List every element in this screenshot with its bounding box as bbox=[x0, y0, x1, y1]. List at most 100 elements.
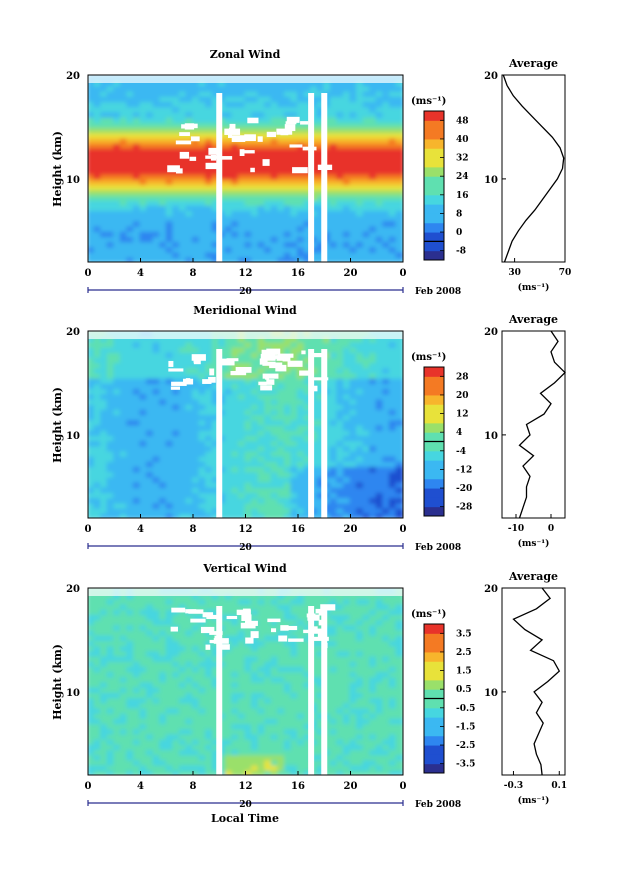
heatmap-cell bbox=[119, 423, 129, 431]
heatmap-cell bbox=[395, 680, 403, 688]
heatmap-cell bbox=[310, 701, 319, 709]
heatmap-cell bbox=[329, 105, 339, 113]
heatmap-cell bbox=[100, 511, 109, 518]
heatmap-cell bbox=[198, 675, 208, 683]
heatmap-cell bbox=[152, 465, 162, 473]
heatmap-cell bbox=[119, 151, 129, 160]
heatmap-cell bbox=[172, 737, 181, 745]
heatmap-cell bbox=[146, 99, 155, 108]
heatmap-cell bbox=[185, 706, 194, 714]
heatmap-cell bbox=[283, 742, 293, 751]
average-frame bbox=[501, 330, 566, 519]
heatmap-cell bbox=[211, 381, 221, 390]
heatmap-cell bbox=[283, 628, 293, 636]
heatmap-cell bbox=[205, 131, 214, 139]
heatmap-cell bbox=[297, 376, 306, 384]
heatmap-cell bbox=[231, 84, 240, 92]
heatmap-cell bbox=[132, 245, 142, 253]
heatmap-cell bbox=[349, 753, 359, 761]
heatmap-cell bbox=[192, 340, 201, 348]
heatmap-cell bbox=[369, 768, 378, 775]
heatmap-cell bbox=[316, 136, 326, 144]
heatmap-cell bbox=[290, 716, 299, 725]
heatmap-cell bbox=[119, 219, 129, 227]
heatmap-cell bbox=[218, 214, 227, 222]
heatmap-cell bbox=[211, 376, 221, 384]
heatmap-cell bbox=[369, 151, 378, 160]
heatmap-cell bbox=[100, 235, 109, 243]
heatmap-cell bbox=[257, 654, 267, 662]
heatmap-cell bbox=[382, 680, 391, 688]
heatmap-cell bbox=[231, 496, 240, 504]
heatmap-cell bbox=[316, 214, 326, 222]
heatmap-cell bbox=[152, 680, 162, 688]
heatmap-cell bbox=[152, 371, 162, 379]
heatmap-cell bbox=[126, 638, 135, 647]
heatmap-cell bbox=[88, 644, 96, 652]
heatmap-cell bbox=[88, 732, 96, 740]
heatmap-cell bbox=[297, 146, 306, 154]
heatmap-cell bbox=[342, 459, 352, 468]
heatmap-cell bbox=[237, 407, 247, 416]
heatmap-cell bbox=[382, 115, 391, 123]
heatmap-cell bbox=[356, 449, 365, 457]
heatmap-cell bbox=[369, 141, 378, 149]
heatmap-cell bbox=[277, 110, 286, 118]
heatmap-cell bbox=[356, 94, 365, 102]
heatmap-cell bbox=[251, 496, 260, 504]
heatmap-cell bbox=[382, 355, 391, 364]
heatmap-cell bbox=[132, 465, 142, 473]
heatmap-cell bbox=[139, 711, 149, 719]
heatmap-cell bbox=[395, 732, 403, 740]
heatmap-cell bbox=[395, 433, 403, 442]
heatmap-cell bbox=[88, 350, 96, 358]
heatmap-cell bbox=[362, 214, 372, 222]
date-bar: 20 bbox=[87, 543, 404, 553]
heatmap-cell bbox=[316, 649, 326, 657]
heatmap-cell bbox=[88, 449, 96, 457]
heatmap-cell bbox=[316, 685, 326, 693]
heatmap-cell bbox=[237, 454, 247, 462]
heatmap-cell bbox=[395, 366, 403, 374]
heatmap-cell bbox=[159, 162, 168, 170]
heatmap-cell bbox=[237, 177, 247, 186]
heatmap-cell bbox=[316, 381, 326, 390]
heatmap-cell bbox=[395, 675, 403, 683]
heatmap-cell bbox=[152, 659, 162, 667]
heatmap-cell bbox=[270, 141, 280, 149]
heatmap-cell bbox=[369, 439, 378, 447]
heatmap-cell bbox=[310, 748, 319, 756]
heatmap-cell bbox=[93, 162, 103, 170]
heatmap-cell bbox=[277, 229, 286, 238]
heatmap-cell bbox=[192, 183, 201, 191]
heatmap-cell bbox=[336, 397, 345, 405]
heatmap-cell bbox=[146, 742, 155, 751]
heatmap-cell bbox=[303, 633, 313, 641]
data-gap bbox=[309, 352, 323, 358]
heatmap-cell bbox=[146, 235, 155, 243]
heatmap-cell bbox=[93, 748, 103, 756]
heatmap-cell bbox=[382, 638, 391, 647]
heatmap-cell bbox=[139, 758, 149, 766]
heatmap-cell bbox=[172, 214, 181, 222]
heatmap-cell bbox=[113, 209, 122, 217]
heatmap-cell bbox=[192, 250, 201, 258]
heatmap-cell bbox=[297, 245, 306, 253]
heatmap-cell bbox=[297, 136, 306, 144]
heatmap-cell bbox=[139, 376, 149, 384]
heatmap-cell bbox=[172, 753, 181, 761]
heatmap-cell bbox=[310, 183, 319, 191]
heatmap-cell bbox=[113, 193, 122, 201]
heatmap-cell bbox=[349, 371, 359, 379]
heatmap-cell bbox=[113, 255, 122, 262]
heatmap-cell bbox=[303, 727, 313, 735]
data-gap bbox=[260, 353, 276, 361]
heatmap-cell bbox=[316, 638, 326, 647]
heatmap-cell bbox=[310, 245, 319, 253]
heatmap-cell bbox=[290, 737, 299, 745]
heatmap-cell bbox=[231, 454, 240, 462]
heatmap-cell bbox=[113, 355, 122, 364]
heatmap-cell bbox=[303, 188, 313, 196]
heatmap-cell bbox=[88, 245, 96, 253]
heatmap-cell bbox=[218, 413, 227, 421]
